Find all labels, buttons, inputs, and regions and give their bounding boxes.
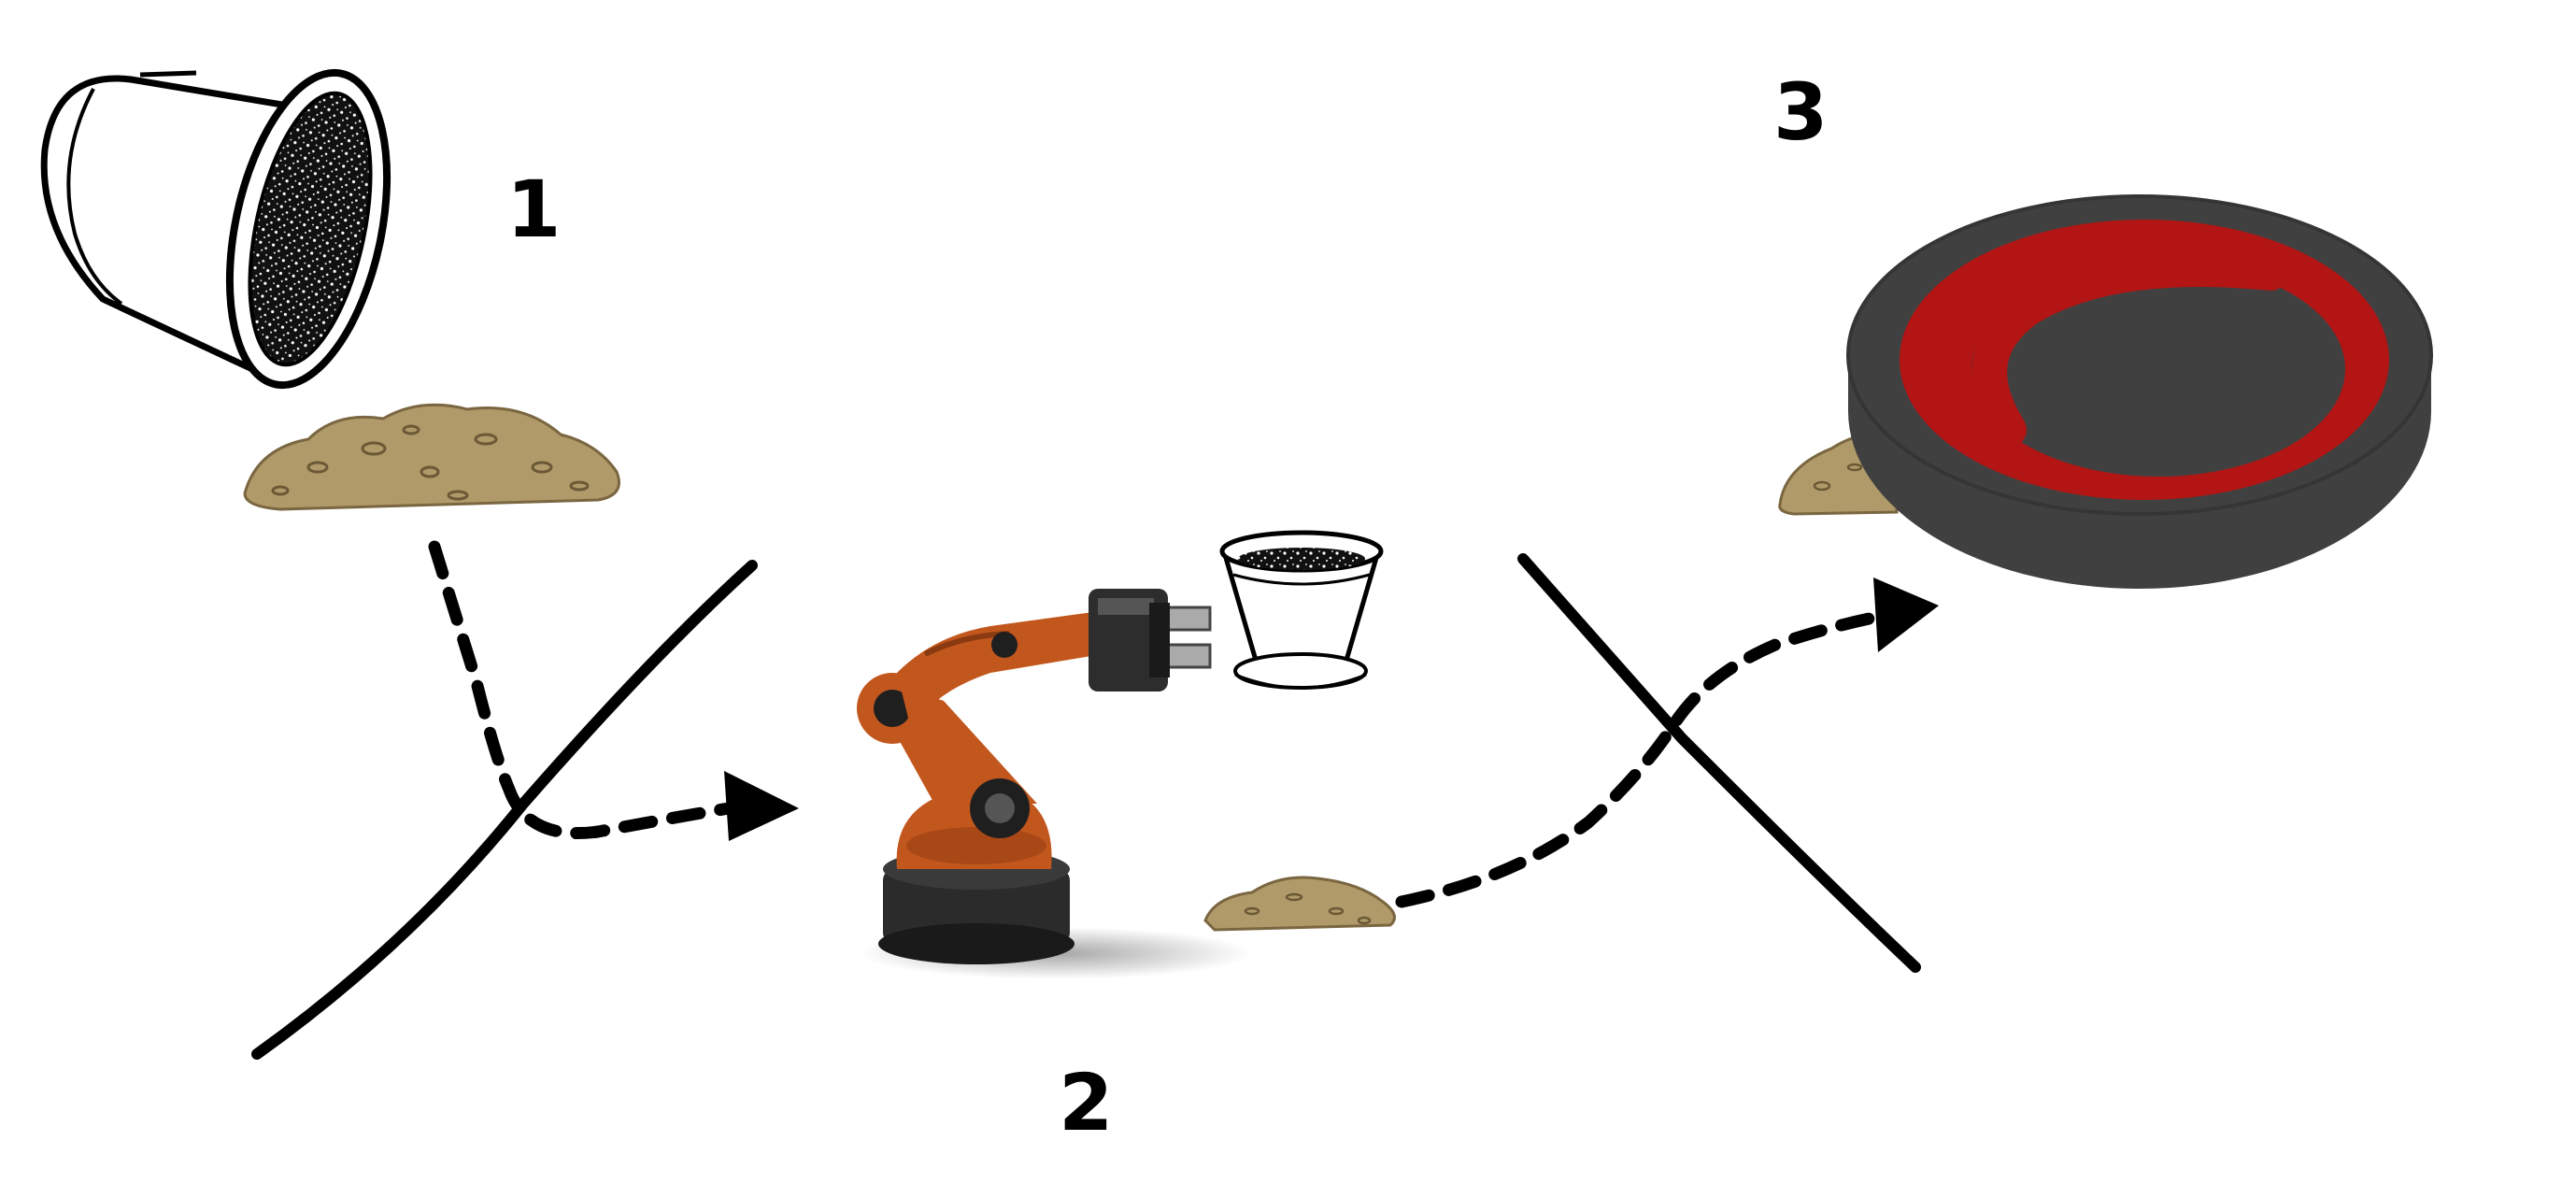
hot-plate-icon bbox=[1846, 194, 2433, 589]
dashed-path-2 bbox=[1395, 610, 1885, 908]
flower-pot-icon bbox=[1219, 530, 1384, 690]
robot-arm-icon bbox=[857, 589, 1252, 979]
soil-pile-small-icon bbox=[1203, 876, 1396, 932]
dashed-path-1 bbox=[428, 540, 735, 840]
step-3-label: 3 bbox=[1773, 66, 1829, 158]
tipped-pot-icon bbox=[40, 68, 391, 390]
arrow-head-icon bbox=[724, 771, 799, 841]
step-1-label: 1 bbox=[506, 164, 562, 255]
soil-pile-icon bbox=[243, 403, 620, 511]
arrow-head-icon bbox=[1873, 578, 1939, 652]
barrier-line-1 bbox=[251, 560, 758, 1060]
barrier-line-2 bbox=[1517, 553, 1921, 973]
step-2-label: 2 bbox=[1059, 1057, 1114, 1148]
